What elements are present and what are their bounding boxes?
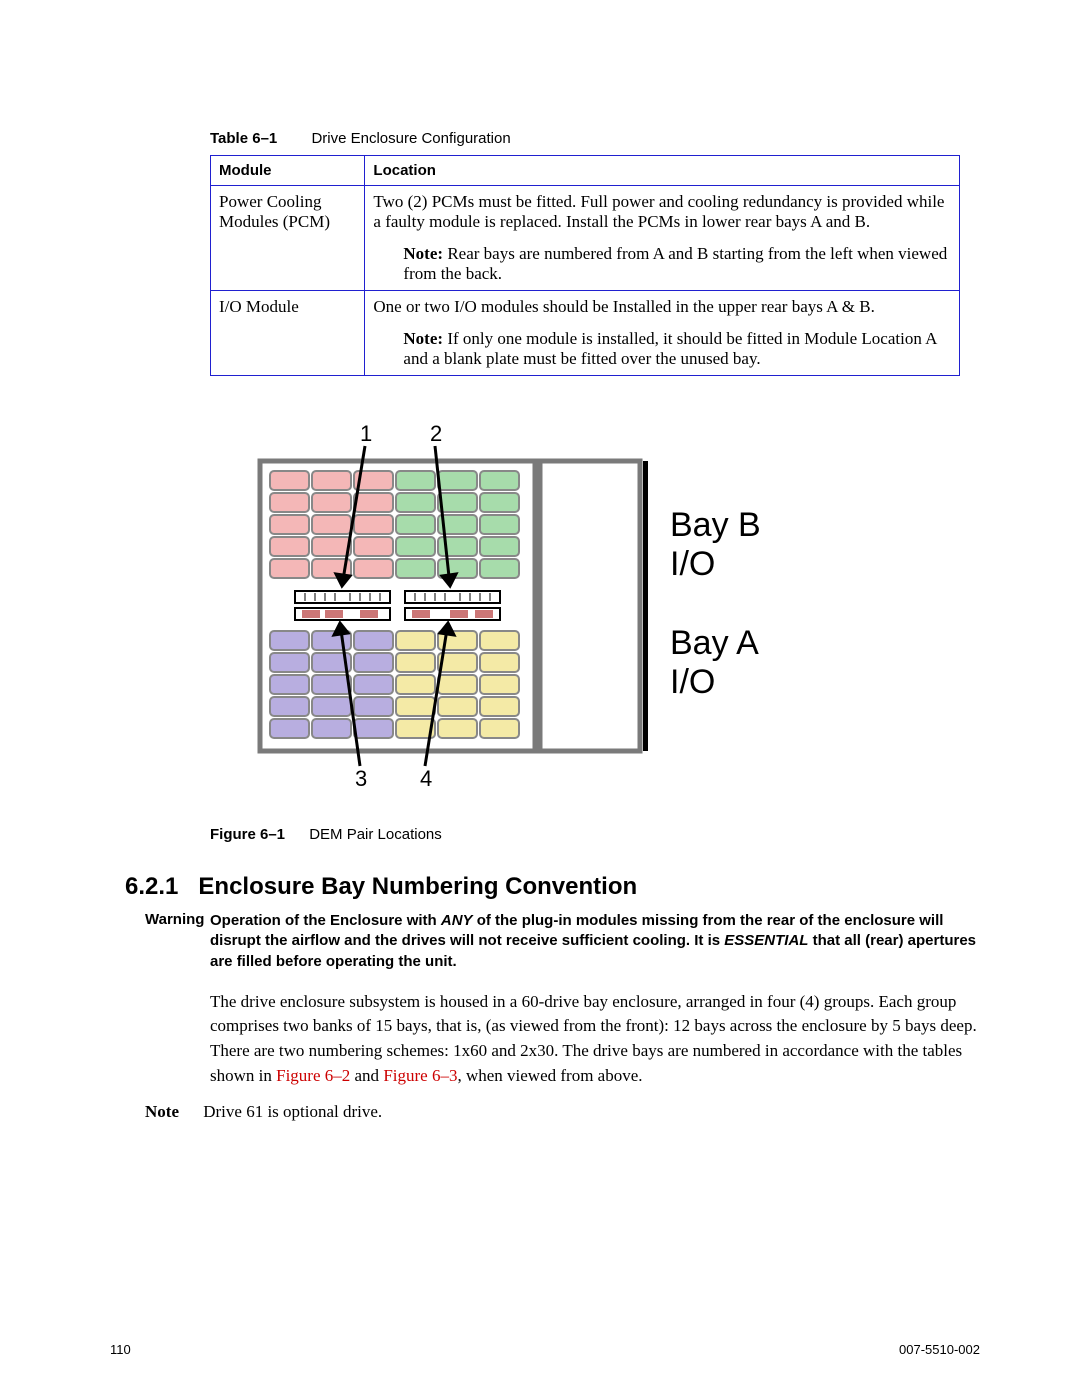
cell-module: I/O Module — [211, 291, 365, 376]
note-text: If only one module is installed, it shou… — [403, 329, 936, 368]
config-table: Module Location Power Cooling Modules (P… — [210, 155, 960, 376]
cell-note: Note: Rear bays are numbered from A and … — [373, 244, 951, 284]
fig-num-1: 1 — [360, 421, 372, 446]
table-title: Drive Enclosure Configuration — [311, 130, 510, 147]
body-text: and — [350, 1066, 383, 1085]
section-title: Enclosure Bay Numbering Convention — [198, 873, 637, 900]
table-label: Table 6–1 — [210, 130, 277, 147]
note-text: Rear bays are numbered from A and B star… — [403, 244, 947, 283]
fig-num-2: 2 — [430, 421, 442, 446]
col-module: Module — [211, 156, 365, 186]
figure-link[interactable]: Figure 6–3 — [383, 1066, 457, 1085]
bay-a-label: Bay A I/O — [670, 624, 761, 702]
figure-link[interactable]: Figure 6–2 — [276, 1066, 350, 1085]
note-label: Note: — [403, 329, 443, 348]
section-number: 6.2.1 — [125, 873, 178, 900]
warning-text-any: ANY — [441, 912, 473, 929]
fig-num-4: 4 — [420, 766, 432, 791]
warning-text-part: Operation of the Enclosure with — [210, 912, 441, 929]
figure-caption: Figure 6–1 DEM Pair Locations — [210, 826, 980, 843]
col-location: Location — [365, 156, 960, 186]
section-heading: 6.2.1 Enclosure Bay Numbering Convention — [125, 873, 980, 901]
note-label: Note: — [403, 244, 443, 263]
note-label: Note — [145, 1102, 179, 1121]
figure-title: DEM Pair Locations — [309, 826, 442, 843]
table-header-row: Module Location — [211, 156, 960, 186]
doc-number: 007-5510-002 — [899, 1342, 980, 1357]
cell-desc: One or two I/O modules should be Install… — [373, 297, 874, 316]
warning-text-essential: ESSENTIAL — [724, 932, 808, 949]
warning-text: Operation of the Enclosure with ANY of t… — [210, 911, 980, 972]
bay-b-label: Bay B I/O — [670, 506, 761, 584]
cell-location: One or two I/O modules should be Install… — [365, 291, 960, 376]
page-number: 110 — [110, 1342, 131, 1357]
cell-module: Power Cooling Modules (PCM) — [211, 186, 365, 291]
page-footer: 110 007-5510-002 — [110, 1342, 980, 1357]
bay-labels: Bay B I/O Bay A I/O — [670, 506, 761, 702]
warning-block: Warning Operation of the Enclosure with … — [145, 911, 980, 972]
dem-diagram-svg: 1 2 3 4 — [240, 416, 670, 796]
figure-dem-pair: 1 2 3 4 — [240, 416, 920, 796]
table-caption: Table 6–1 Drive Enclosure Configuration — [210, 130, 980, 147]
warning-label: Warning — [145, 911, 210, 972]
fig-num-3: 3 — [355, 766, 367, 791]
cell-location: Two (2) PCMs must be fitted. Full power … — [365, 186, 960, 291]
table-row: I/O Module One or two I/O modules should… — [211, 291, 960, 376]
note-text: Drive 61 is optional drive. — [203, 1102, 382, 1121]
body-paragraph: The drive enclosure subsystem is housed … — [210, 990, 980, 1089]
body-text: , when viewed from above. — [457, 1066, 642, 1085]
note-line: Note Drive 61 is optional drive. — [145, 1102, 980, 1122]
page: Table 6–1 Drive Enclosure Configuration … — [0, 0, 1080, 1397]
cell-note: Note: If only one module is installed, i… — [373, 329, 951, 369]
figure-label: Figure 6–1 — [210, 826, 285, 843]
cell-desc: Two (2) PCMs must be fitted. Full power … — [373, 192, 944, 231]
table-row: Power Cooling Modules (PCM) Two (2) PCMs… — [211, 186, 960, 291]
